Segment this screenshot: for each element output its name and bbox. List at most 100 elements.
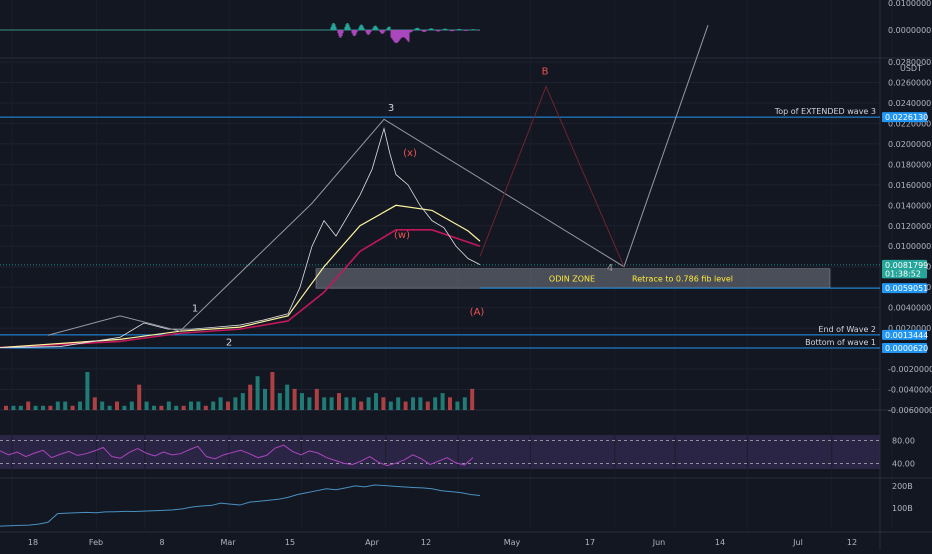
volume-bar [107,405,112,410]
volume-bar [470,388,475,410]
x-axis-tick: 14 [715,538,725,547]
volume-bar [122,405,127,410]
volume-bar [129,401,134,410]
price-tag[interactable] [882,283,927,294]
volume-bar [248,384,253,410]
volume-bar [55,401,60,410]
volume-bar [314,388,319,410]
volume-bar [285,384,290,410]
volume-bar [92,397,97,410]
bottom-axis-tick: 200B [892,482,913,491]
price-tag[interactable] [882,268,927,279]
volume-bar [85,372,90,410]
volume-bar [277,393,282,410]
volume-bar [33,405,38,410]
volume-bar [63,401,68,410]
volume-bar [203,405,208,410]
price-axis-tick: 0.0140000 [888,201,931,210]
volume-bar [255,376,260,410]
volume-bar [263,388,267,410]
volume-bar [144,401,149,410]
volume-bar [411,397,415,410]
wave-label: 4 [607,263,613,274]
volume-bar [152,405,156,410]
volume-bar [196,401,201,410]
horizontal-level-label: Top of EXTENDED wave 3 [774,107,876,116]
volume-bar [433,397,438,410]
volume-bar [462,397,467,410]
volume-bar [418,397,423,410]
x-axis-tick: Apr [365,538,380,547]
volume-bar [189,401,193,410]
price-axis-tick: 0.0120000 [888,222,931,231]
volume-bar [292,388,297,410]
volume-bar [440,393,445,410]
price-tag[interactable] [882,329,927,340]
volume-bar [329,397,334,410]
x-axis-tick: 12 [847,538,857,547]
wave-label: B [542,66,549,77]
rsi-band [0,435,880,469]
volume-bar [366,397,371,410]
volume-bar [307,397,312,410]
price-tag[interactable] [882,342,927,353]
rsi-axis-tick: 40.00 [892,459,915,468]
currency-label: USDT [900,64,922,73]
wave-label: 2 [226,338,232,349]
price-tag-label: 0.0081799 [885,261,928,270]
top-panel-tick: 0.0100000 [888,0,931,8]
volume-bar [78,401,82,410]
wave-label: (w) [394,230,410,241]
volume-bar [233,397,238,410]
volume-bar [344,397,349,410]
price-tag-label: 0.0059051 [885,284,928,293]
volume-bar [100,401,105,410]
volume-bar [70,405,75,410]
price-axis-tick: 0.0100000 [888,242,931,251]
volume-bar [396,397,401,410]
volume-bar [166,401,171,410]
volume-bar [174,405,179,410]
price-tag-label: 0.0000620 [885,344,928,353]
price-tag-label: 0.0013444 [885,331,928,340]
price-tag[interactable] [882,259,927,270]
volume-bar [403,401,408,410]
price-axis-tick: 0.0260000 [888,78,931,87]
x-axis-tick: 8 [159,538,164,547]
volume-bar [159,405,164,410]
price-axis-tick: -0.0040000 [888,386,932,395]
rsi-axis-tick: 80.00 [892,437,915,446]
volume-bar [48,405,53,410]
x-axis-tick: 17 [585,538,595,547]
volume-bar [322,397,327,410]
price-axis-tick: 0.0040000 [888,304,931,313]
projection-path[interactable] [479,85,625,267]
volume-bar [18,405,23,410]
price-axis-tick: -0.0060000 [888,406,932,415]
volume-bar [211,401,216,410]
x-axis-tick: Jun [652,538,666,547]
wave-label: 3 [388,103,394,114]
volume-bar [448,397,452,410]
x-axis-tick: Feb [89,538,103,547]
price-tag[interactable] [882,112,927,123]
x-axis-tick: 12 [421,538,431,547]
volume-bar [137,384,142,410]
bottom-axis-tick: 100B [892,504,913,513]
bottom-indicator-line [0,484,481,527]
price-axis-tick: 0.0280000 [888,58,931,67]
x-axis-tick: 18 [28,538,38,547]
x-axis-tick: May [504,538,521,547]
volume-bar [226,401,230,410]
wave-label: 1 [192,304,198,315]
volume-bar [337,393,341,410]
volume-bar [381,397,386,410]
wave-label: (x) [403,148,417,159]
volume-bar [240,393,245,410]
price-tag-label: 01:38:52 [885,269,921,278]
rsi-line [0,444,474,467]
price-axis-tick: 0.0020000 [888,324,931,333]
